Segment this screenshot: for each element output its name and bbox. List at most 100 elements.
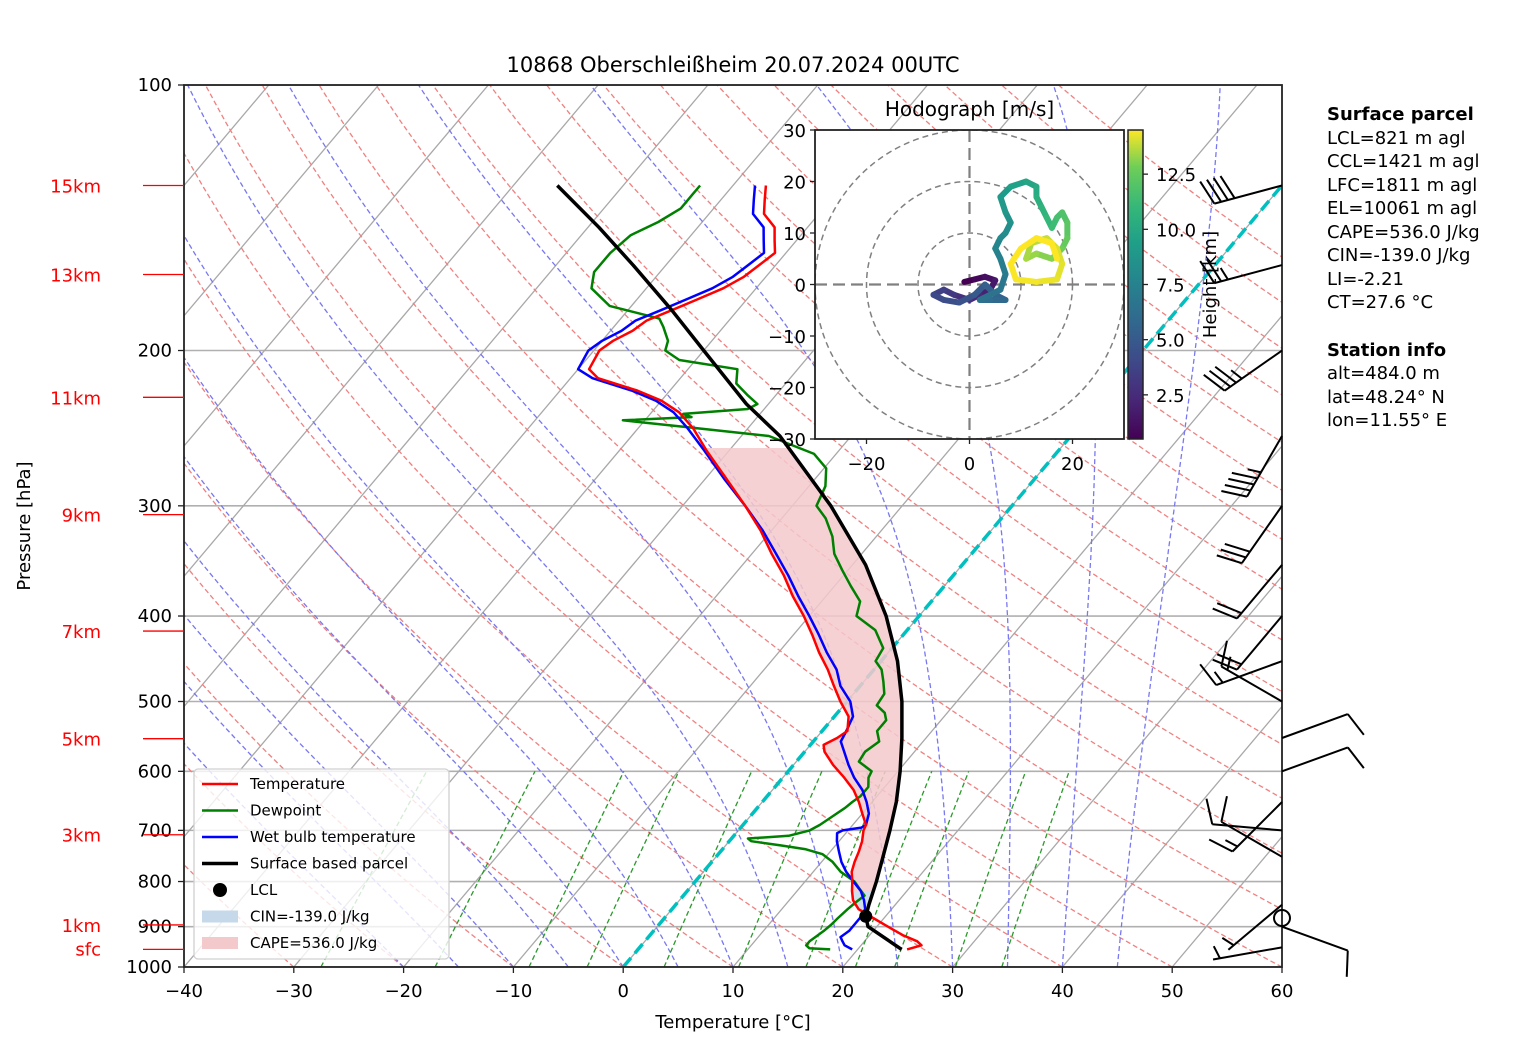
wind-barb (1281, 746, 1365, 773)
el-value: EL=10061 m agl (1327, 198, 1478, 219)
legend: Temperature Dewpoint Wet bulb temperature S… (193, 768, 450, 960)
legend-label: CIN=-139.0 J/kg (250, 908, 370, 926)
legend-patch (202, 937, 238, 949)
x-tick-label: −10 (494, 981, 532, 1002)
x-tick-label: −40 (165, 981, 203, 1002)
mixing-ratio-line (893, 771, 970, 967)
x-tick-label: 20 (831, 981, 854, 1002)
barb-staff (1214, 264, 1283, 285)
y-tick-label: 800 (138, 872, 172, 893)
hodograph-segment (1007, 245, 1024, 267)
lfc-value: LFC=1811 m agl (1327, 174, 1478, 196)
barb-staff (1220, 665, 1283, 703)
barb-half-feather (1213, 671, 1224, 684)
mixing-ratio-line (586, 771, 680, 967)
x-tick-label: −30 (275, 981, 313, 1002)
barb-half-feather (1226, 656, 1232, 671)
barb-feather (1199, 260, 1216, 284)
barb-staff (1212, 823, 1283, 832)
dry-adiabat (375, 85, 1282, 854)
barb-feather (1199, 180, 1216, 205)
dewpoint-line (590, 184, 888, 951)
barb-feather (1206, 258, 1222, 282)
wind-barb (1212, 945, 1283, 961)
wind-barb (1199, 258, 1283, 285)
lcl-value: LCL=821 m agl (1327, 127, 1466, 149)
ct-value: CT=27.6 °C (1327, 292, 1434, 313)
dry-adiabat (184, 360, 844, 967)
barb-feather (1224, 542, 1251, 553)
dry-adiabat (204, 85, 1173, 967)
zero-isotherm (621, 182, 1282, 967)
y-tick-label: 400 (138, 606, 172, 627)
barb-feather (1212, 607, 1238, 620)
wind-barb (1199, 175, 1283, 205)
barb-staff (1281, 746, 1349, 773)
x-tick-label: 60 (1271, 981, 1294, 1002)
moist-adiabat (187, 85, 789, 967)
height-label: 13km (50, 265, 101, 286)
height-label: 3km (62, 826, 101, 847)
barb-feather (1231, 471, 1258, 480)
wind-barb (1205, 798, 1283, 832)
legend-label: Temperature (249, 775, 345, 793)
dry-adiabat (184, 462, 734, 967)
legend-label: LCL (250, 881, 278, 899)
colorbar-label: Height [km] (1200, 231, 1221, 338)
legend-label: Dewpoint (250, 802, 321, 820)
colorbar-tick-label: 10.0 (1156, 220, 1196, 241)
height-label: sfc (75, 939, 101, 960)
wind-barb (1212, 564, 1283, 620)
barb-staff (1215, 660, 1283, 687)
barb-feather (1203, 373, 1226, 392)
wind-barb (1281, 925, 1349, 977)
surface-parcel-heading: Surface parcel (1327, 104, 1474, 125)
mixing-ratio-line (528, 771, 625, 967)
dry-adiabat (184, 151, 1063, 967)
barb-staff (1220, 820, 1283, 858)
barb-staff (1236, 615, 1283, 671)
wind-barb (1203, 349, 1283, 392)
barb-half-feather (1224, 839, 1238, 848)
barb-feather (1205, 798, 1214, 825)
mixing-ratio-line (954, 771, 1027, 967)
moist-adiabat (184, 539, 569, 967)
barb-feather (1220, 795, 1228, 823)
y-tick-label: 100 (138, 75, 172, 96)
hodograph-segment (1048, 240, 1061, 262)
x-tick-label: 50 (1161, 981, 1184, 1002)
mixing-ratio-line (805, 771, 886, 967)
barb-half-feather (1221, 937, 1235, 947)
barb-staff (1227, 903, 1283, 951)
height-label: 1km (62, 916, 101, 937)
isotherm-line (184, 85, 380, 317)
main-axes: −40 −30 −20 −10 0 10 20 30 40 50 60100200300400500… (14, 75, 1293, 1033)
colorbar-tick-label: 5.0 (1156, 331, 1185, 352)
legend-label: Surface based parcel (250, 855, 408, 873)
y-tick-label: 600 (138, 761, 172, 782)
hodograph-y-tick-label: −10 (768, 327, 806, 348)
y-tick-label: 1000 (126, 957, 172, 978)
barb-feather (1224, 483, 1251, 492)
barb-half-feather (1247, 468, 1262, 474)
moist-adiabat (184, 613, 514, 967)
y-tick-label: 200 (138, 341, 172, 362)
height-label: 9km (62, 506, 101, 527)
hodograph-x-tick-label: −20 (848, 454, 886, 475)
hodograph-y-tick-label: −20 (768, 379, 806, 400)
dry-adiabat (184, 562, 624, 967)
cin-value: CIN=-139.0 J/kg (1327, 245, 1471, 266)
wind-barb (1273, 909, 1291, 928)
hodograph: Hodograph [m/s] −30 −20 −10 0 10 20 30 −20 0 20 2.5… (768, 97, 1221, 475)
hodograph-segment (976, 286, 1004, 303)
legend-patch (202, 910, 238, 923)
hodograph-y-tick-label: −30 (768, 430, 806, 451)
height-label: 7km (62, 622, 101, 643)
wind-barbs (1199, 175, 1365, 977)
x-tick-label: 0 (617, 981, 628, 1002)
barb-half-feather (1230, 369, 1243, 380)
station-lon: lon=11.55° E (1327, 410, 1448, 431)
y-tick-label: 300 (138, 496, 172, 517)
lcl-marker (859, 909, 873, 923)
hodograph-plot (815, 130, 1124, 439)
